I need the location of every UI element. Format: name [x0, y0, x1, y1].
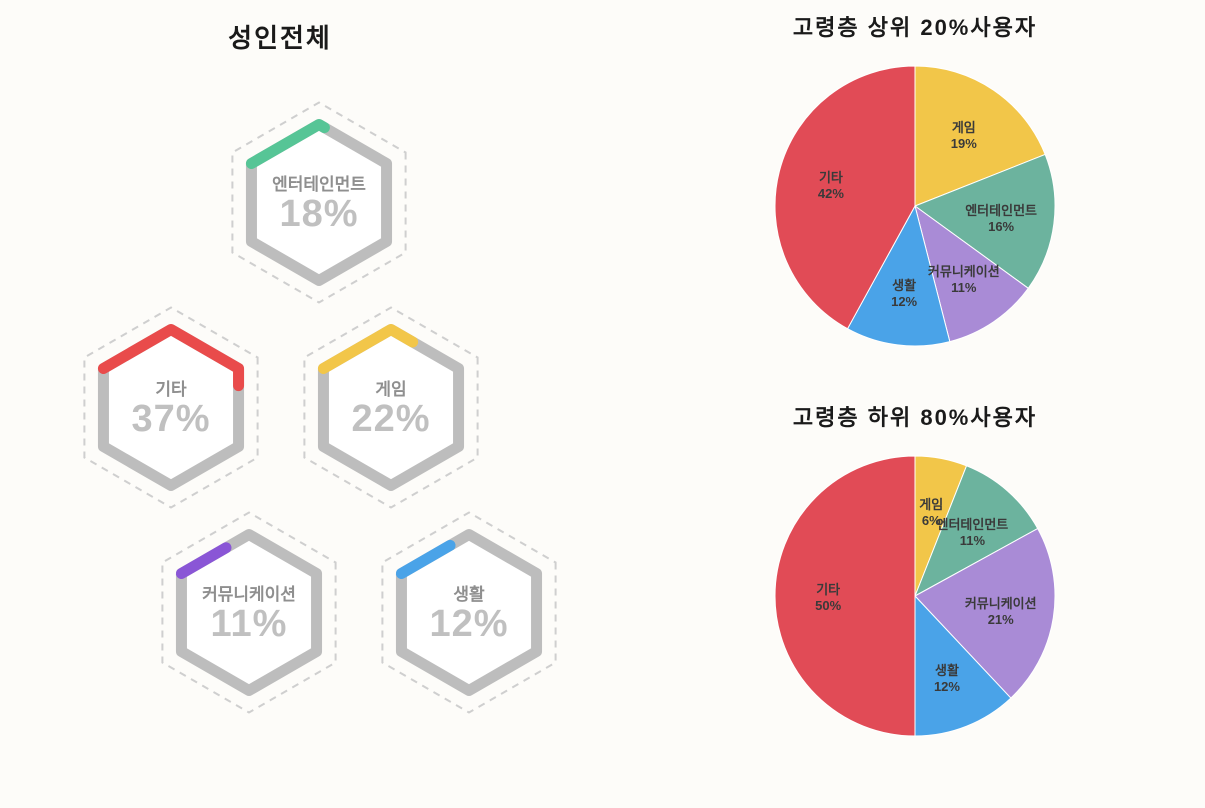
left-title: 성인전체 [0, 18, 560, 55]
hex-value: 12% [429, 603, 508, 646]
pie-block-0: 고령층 상위 20%사용자게임 19%엔터테인먼트 16%커뮤니케이션 11%생… [655, 10, 1175, 356]
left-panel: 성인전체 엔터테인먼트 18% 기타 37% 게임 22% [0, 0, 620, 808]
hex-4: 생활 12% [368, 510, 570, 715]
hexagon-group: 엔터테인먼트 18% 기타 37% 게임 22% 커뮤니케이션 [30, 100, 590, 740]
hex-value: 18% [279, 193, 358, 236]
pie-title: 고령층 하위 80%사용자 [655, 400, 1175, 432]
hex-3: 커뮤니케이션 11% [148, 510, 350, 715]
pie-chart: 게임 19%엔터테인먼트 16%커뮤니케이션 11%생활 12%기타 42% [765, 56, 1065, 356]
hex-value: 11% [211, 603, 288, 646]
hex-value: 37% [131, 398, 210, 441]
pie-block-1: 고령층 하위 80%사용자게임 6%엔터테인먼트 11%커뮤니케이션 21%생활… [655, 400, 1175, 746]
hex-label: 엔터테인먼트 [272, 170, 366, 195]
pie-chart: 게임 6%엔터테인먼트 11%커뮤니케이션 21%생활 12%기타 50% [765, 446, 1065, 746]
hex-2: 게임 22% [290, 305, 492, 510]
hex-label: 게임 [375, 375, 406, 400]
pie-title: 고령층 상위 20%사용자 [655, 10, 1175, 42]
hex-0: 엔터테인먼트 18% [218, 100, 420, 305]
right-panel: 고령층 상위 20%사용자게임 19%엔터테인먼트 16%커뮤니케이션 11%생… [655, 0, 1175, 808]
hex-label: 생활 [453, 580, 484, 605]
hex-1: 기타 37% [70, 305, 272, 510]
hex-label: 커뮤니케이션 [202, 580, 296, 605]
hex-value: 22% [351, 398, 430, 441]
hex-label: 기타 [155, 375, 186, 400]
